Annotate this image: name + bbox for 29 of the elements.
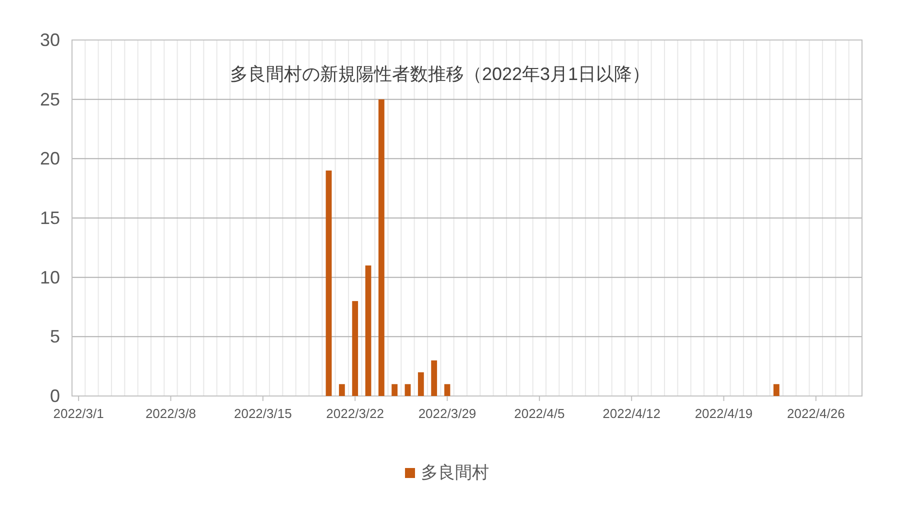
y-tick-label: 5 — [50, 326, 60, 347]
y-tick-label: 30 — [40, 30, 60, 50]
bar — [365, 265, 372, 396]
x-tick-label: 2022/3/1 — [53, 406, 104, 421]
x-tick-label: 2022/4/5 — [514, 406, 565, 421]
bar — [418, 372, 424, 396]
bar — [378, 99, 384, 396]
y-tick-label: 20 — [40, 148, 60, 169]
x-tick-label: 2022/3/15 — [234, 406, 292, 421]
bar — [404, 384, 411, 396]
y-tick-label: 25 — [40, 89, 60, 110]
bar — [431, 360, 438, 396]
bar — [338, 384, 345, 396]
y-tick-label: 15 — [40, 208, 60, 228]
bar — [444, 384, 450, 396]
x-tick-label: 2022/3/29 — [418, 406, 476, 421]
x-tick-label: 2022/3/22 — [326, 406, 384, 421]
y-tick-label: 10 — [40, 267, 60, 288]
x-tick-label: 2022/4/12 — [602, 406, 661, 421]
bar — [326, 170, 332, 396]
bar — [352, 301, 358, 396]
x-tick-label: 2022/3/8 — [145, 406, 196, 421]
text: 多良間村の新規陽性者数推移（2022年3月1日以降） — [230, 64, 650, 84]
x-tick-label: 2022/4/26 — [786, 406, 845, 421]
bar — [392, 384, 398, 396]
y-tick-label: 0 — [50, 386, 60, 406]
bar — [773, 384, 780, 396]
legend-label: 多良間村 — [421, 463, 489, 482]
x-tick-label: 2022/4/19 — [694, 406, 753, 421]
